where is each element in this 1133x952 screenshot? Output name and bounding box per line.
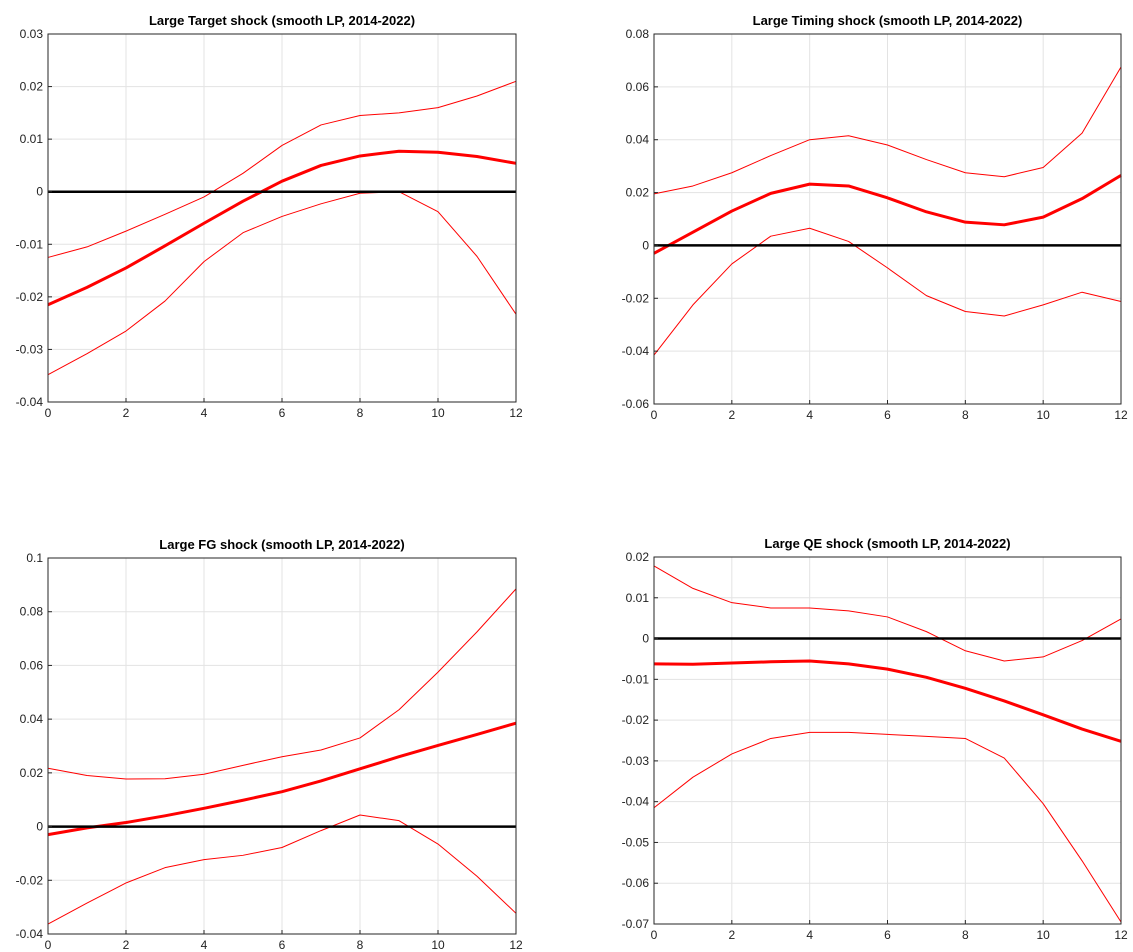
y-tick-label: -0.02 (622, 291, 650, 305)
y-tick-label: -0.01 (622, 672, 650, 686)
x-tick-label: 4 (201, 938, 208, 952)
y-tick-label: 0.08 (626, 27, 650, 41)
chart-title: Large Target shock (smooth LP, 2014-2022… (149, 13, 415, 28)
series-line-lower (47, 814, 517, 925)
y-tick-label: 0.02 (626, 550, 650, 564)
y-tick-label: -0.05 (622, 835, 650, 849)
chart-svg: 0 2 4 6 8 10 12 -0.06 -0.04 -0.02 0 0.02 0.04 0.06 0.0… (622, 13, 1128, 422)
y-tick-label: 0.1 (26, 551, 43, 565)
x-tick-label: 6 (279, 938, 286, 952)
y-tick-label: 0.02 (20, 766, 44, 780)
x-tick-label: 8 (357, 938, 364, 952)
y-tick-label: -0.03 (622, 754, 650, 768)
series-line-upper (47, 588, 517, 780)
y-tick-label: -0.04 (16, 927, 44, 941)
y-tick-label: -0.06 (622, 876, 650, 890)
series-line-estimate (653, 174, 1122, 255)
x-tick-label: 2 (123, 406, 130, 420)
x-tick-label: 10 (1036, 408, 1050, 422)
y-tick-label: 0 (642, 632, 649, 646)
chart-target-shock: 0 2 4 6 8 10 12 -0.04 -0.03 -0.02 -0.01 0 0.01 0.02 0.… (0, 0, 560, 470)
x-tick-label: 4 (201, 406, 208, 420)
y-tick-label: -0.02 (16, 290, 44, 304)
y-tick-label: -0.04 (622, 344, 650, 358)
series-line-upper (47, 80, 517, 258)
chart-title: Large FG shock (smooth LP, 2014-2022) (159, 537, 404, 552)
x-tick-label: 2 (728, 408, 735, 422)
x-tick-label: 10 (431, 406, 445, 420)
y-tick-label: 0.03 (20, 27, 44, 41)
x-tick-label: 8 (962, 928, 969, 942)
y-tick-label: -0.02 (16, 873, 44, 887)
x-tick-label: 10 (431, 938, 445, 952)
y-tick-label: 0 (642, 238, 649, 252)
x-tick-label: 4 (806, 408, 813, 422)
series-line-upper (653, 565, 1122, 662)
y-tick-label: 0.04 (626, 133, 650, 147)
y-tick-label: -0.04 (622, 795, 650, 809)
y-tick-label: 0.02 (20, 80, 44, 94)
x-tick-label: 12 (509, 938, 523, 952)
chart-title: Large Timing shock (smooth LP, 2014-2022… (753, 13, 1023, 28)
series-line-estimate (653, 659, 1122, 743)
x-tick-label: 0 (651, 408, 658, 422)
x-tick-label: 6 (884, 408, 891, 422)
series-line-lower (653, 731, 1122, 923)
y-tick-label: -0.04 (16, 395, 44, 409)
series-line-upper (653, 66, 1122, 195)
y-tick-label: 0.01 (20, 132, 44, 146)
x-tick-label: 0 (45, 938, 52, 952)
x-tick-label: 12 (1114, 408, 1128, 422)
y-tick-label: -0.03 (16, 342, 44, 356)
y-tick-label: -0.01 (16, 237, 44, 251)
y-tick-label: 0.06 (20, 658, 44, 672)
y-tick-label: -0.06 (622, 397, 650, 411)
x-tick-label: 6 (884, 928, 891, 942)
y-tick-label: 0 (36, 185, 43, 199)
y-tick-label: 0.06 (626, 80, 650, 94)
series-line-estimate (47, 149, 517, 307)
x-tick-label: 6 (279, 406, 286, 420)
x-tick-label: 10 (1036, 928, 1050, 942)
x-tick-label: 12 (509, 406, 523, 420)
chart-fg-shock: 0 2 4 6 8 10 12 -0.04 -0.02 0 0.02 0.04 0.06 0.08 0.1 L… (0, 475, 560, 952)
y-tick-label: 0.01 (626, 591, 650, 605)
y-tick-label: -0.02 (622, 713, 650, 727)
x-tick-label: 12 (1114, 928, 1128, 942)
y-tick-label: 0.04 (20, 712, 44, 726)
x-tick-label: 4 (806, 928, 813, 942)
chart-svg: 0 2 4 6 8 10 12 -0.04 -0.03 -0.02 -0.01 0 0.01 0.02 0.… (16, 13, 523, 420)
x-tick-label: 0 (651, 928, 658, 942)
y-tick-label: 0.08 (20, 605, 44, 619)
chart-qe-shock: 0 2 4 6 8 10 12 -0.07 -0.06 -0.05 -0.04 -0.03 -0.02 -… (566, 475, 1133, 947)
chart-timing-shock: 0 2 4 6 8 10 12 -0.06 -0.04 -0.02 0 0.02 0.04 0.06 0.0… (566, 0, 1133, 470)
y-tick-label: 0 (36, 820, 43, 834)
x-tick-label: 2 (728, 928, 735, 942)
x-tick-label: 0 (45, 406, 52, 420)
series-line-lower (47, 191, 517, 376)
y-tick-label: -0.07 (622, 917, 650, 931)
x-tick-label: 8 (357, 406, 364, 420)
chart-svg: 0 2 4 6 8 10 12 -0.04 -0.02 0 0.02 0.04 0.06 0.08 0.1 L… (16, 537, 523, 952)
x-tick-label: 8 (962, 408, 969, 422)
chart-title: Large QE shock (smooth LP, 2014-2022) (764, 536, 1010, 551)
chart-svg: 0 2 4 6 8 10 12 -0.07 -0.06 -0.05 -0.04 -0.03 -0.02 -… (622, 536, 1128, 942)
y-tick-label: 0.02 (626, 186, 650, 200)
series-line-estimate (47, 721, 517, 837)
series-line-lower (653, 227, 1122, 356)
x-tick-label: 2 (123, 938, 130, 952)
